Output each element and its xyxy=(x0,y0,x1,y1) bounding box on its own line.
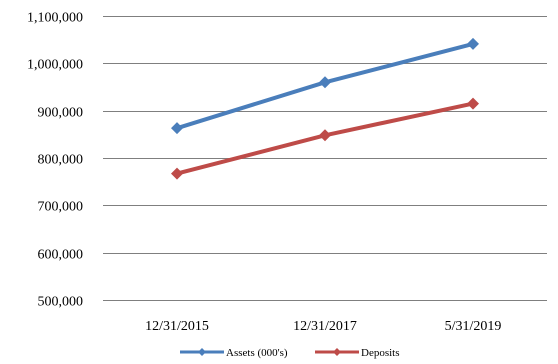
legend: Assets (000's) Deposits xyxy=(180,347,400,359)
series-lines xyxy=(171,37,479,180)
data-point-marker xyxy=(319,76,331,89)
x-axis-tick-labels: 12/31/2015 12/31/2017 5/31/2019 xyxy=(145,319,501,334)
data-point-marker xyxy=(171,122,183,135)
legend-label: Deposits xyxy=(361,347,400,359)
y-tick-label: 1,000,000 xyxy=(27,58,83,73)
gridlines xyxy=(103,16,547,301)
legend-marker xyxy=(198,348,206,356)
x-tick-label: 12/31/2017 xyxy=(293,319,357,334)
x-tick-label: 5/31/2019 xyxy=(445,319,502,334)
y-tick-label: 500,000 xyxy=(38,295,84,310)
y-tick-label: 800,000 xyxy=(38,153,84,168)
legend-marker xyxy=(333,348,341,356)
data-point-marker xyxy=(171,167,183,180)
legend-label: Assets (000's) xyxy=(226,347,288,359)
x-tick-label: 12/31/2015 xyxy=(145,319,209,334)
data-point-marker xyxy=(319,129,331,142)
y-axis-tick-labels: 500,000 600,000 700,000 800,000 900,000 1,000… xyxy=(27,11,83,310)
y-tick-label: 900,000 xyxy=(38,106,84,121)
y-tick-label: 1,100,000 xyxy=(27,11,83,26)
y-tick-label: 700,000 xyxy=(38,200,84,215)
data-point-marker xyxy=(467,37,479,50)
y-tick-label: 600,000 xyxy=(38,248,84,263)
data-point-marker xyxy=(467,97,479,110)
